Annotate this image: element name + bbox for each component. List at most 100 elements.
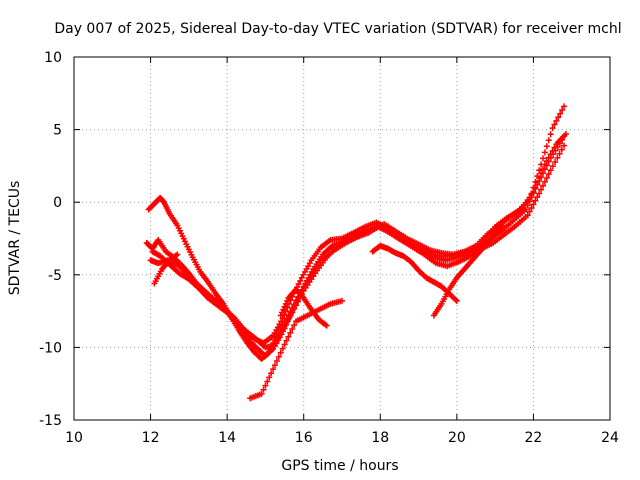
data-point-interp <box>541 166 548 173</box>
data-point-interp <box>536 177 543 184</box>
data-point-interp <box>541 149 548 156</box>
data-point-interp <box>528 194 535 201</box>
data-layer <box>143 103 569 402</box>
data-point <box>270 366 277 373</box>
data-point-interp <box>294 296 301 303</box>
data-point-interp <box>543 143 550 150</box>
data-point-interp <box>283 337 290 344</box>
data-point <box>547 167 554 174</box>
data-point-interp <box>295 280 302 287</box>
data-point <box>499 222 506 229</box>
series-pass-8 <box>369 242 460 304</box>
data-point-interp <box>526 198 533 205</box>
data-point <box>524 212 531 219</box>
data-point <box>562 130 569 137</box>
label-layer: 10 12 14 16 18 20 22 24 -15 -10 -5 0 5 10 <box>39 50 619 446</box>
data-point-interp <box>299 286 306 293</box>
data-point-interp <box>559 106 566 113</box>
x-tick-label: 10 <box>65 430 83 446</box>
chart-title: Day 007 of 2025, Sidereal Day-to-day VTE… <box>54 21 621 37</box>
x-tick-label: 24 <box>601 430 619 446</box>
data-point-interp <box>526 208 533 215</box>
data-point-interp <box>284 318 291 325</box>
x-axis-title: GPS time / hours <box>281 458 398 474</box>
data-point-interp <box>275 353 282 360</box>
data-point-interp <box>540 182 546 189</box>
data-point-interp <box>538 186 545 193</box>
data-point-interp <box>283 321 290 328</box>
series-pass-4 <box>149 142 568 351</box>
data-point-interp <box>281 303 288 310</box>
series-pass-7 <box>277 286 330 329</box>
data-point-interp <box>277 349 284 356</box>
y-tick-label: -10 <box>39 340 62 356</box>
x-tick-label: 22 <box>525 430 543 446</box>
data-point-interp <box>291 322 298 329</box>
data-point-interp <box>528 205 535 212</box>
data-point <box>559 136 566 143</box>
data-point-interp <box>551 121 558 128</box>
y-axis-title: SDTVAR / TECUs <box>7 181 23 296</box>
data-point <box>174 251 181 258</box>
y-tick-label: -5 <box>48 268 62 284</box>
series-pass-9 <box>430 222 506 319</box>
data-point-interp <box>545 137 552 144</box>
data-point-interp <box>549 163 556 170</box>
data-point-interp <box>532 197 539 204</box>
data-point-interp <box>524 202 531 209</box>
data-point-interp <box>552 159 559 166</box>
data-point-interp <box>543 162 550 169</box>
data-point-interp <box>540 170 546 177</box>
data-point-interp <box>279 345 286 352</box>
x-tick-label: 16 <box>295 430 313 446</box>
data-point-interp <box>556 140 563 147</box>
x-tick-label: 12 <box>142 430 160 446</box>
data-point <box>453 297 460 304</box>
x-tick-label: 14 <box>218 430 236 446</box>
data-point-interp <box>286 314 293 321</box>
data-point-interp <box>262 382 269 389</box>
grid-layer <box>74 57 610 420</box>
data-point-interp <box>552 147 559 154</box>
data-point-interp <box>272 362 278 369</box>
data-point-interp <box>555 114 562 121</box>
data-point <box>536 190 543 197</box>
data-point-interp <box>558 146 565 153</box>
data-point <box>323 322 330 329</box>
data-point-interp <box>556 150 563 157</box>
y-tick-label: 0 <box>53 195 62 211</box>
data-point-interp <box>536 167 543 174</box>
data-point-interp <box>557 110 564 117</box>
data-point <box>545 158 552 165</box>
data-point <box>258 390 265 397</box>
data-point-interp <box>541 178 548 185</box>
data-point-interp <box>534 194 541 201</box>
data-point <box>339 297 345 304</box>
data-point-interp <box>538 174 545 181</box>
series-pass-5 <box>151 251 181 287</box>
data-point-interp <box>289 307 296 314</box>
data-point <box>534 181 541 188</box>
x-tick-label: 20 <box>448 430 466 446</box>
data-point-interp <box>292 300 299 307</box>
data-point <box>561 103 568 110</box>
data-point-interp <box>264 378 271 385</box>
data-point-interp <box>554 154 561 161</box>
data-point-interp <box>297 277 304 284</box>
y-tick-label: 10 <box>44 50 62 66</box>
data-point-interp <box>266 374 273 381</box>
plot-frame <box>73 56 611 421</box>
data-point-interp <box>268 370 275 377</box>
data-point-interp <box>289 326 296 333</box>
data-point-interp <box>260 386 267 393</box>
tick-layer <box>73 56 611 421</box>
data-point-interp <box>530 190 537 197</box>
x-tick-label: 18 <box>371 430 389 446</box>
series-pass-3 <box>147 136 566 347</box>
data-point <box>291 303 298 310</box>
y-tick-label: -15 <box>39 413 62 429</box>
data-point-interp <box>287 311 294 318</box>
data-point-interp <box>285 333 292 340</box>
data-point <box>561 142 568 149</box>
